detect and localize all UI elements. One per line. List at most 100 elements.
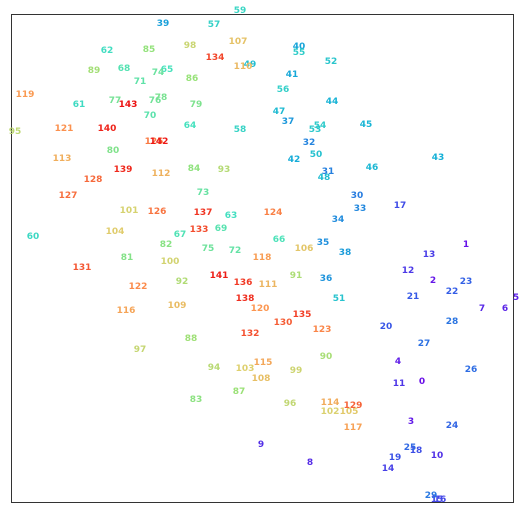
point-label: 51 (333, 294, 346, 304)
point-label: 86 (186, 74, 199, 84)
point-label: 103 (236, 364, 255, 374)
point-label: 67 (174, 230, 187, 240)
point-label: 88 (185, 334, 198, 344)
point-label: 50 (310, 150, 323, 160)
point-label: 17 (394, 201, 407, 211)
point-label: 53 (309, 125, 322, 135)
point-label: 29 (425, 491, 438, 501)
point-label: 30 (351, 191, 364, 201)
point-label: 133 (190, 225, 209, 235)
point-label: 82 (160, 240, 173, 250)
point-label: 7 (479, 304, 485, 314)
point-label: 84 (188, 164, 201, 174)
point-label: 111 (259, 280, 278, 290)
point-label: 104 (106, 227, 125, 237)
point-label: 140 (98, 124, 117, 134)
point-label: 99 (290, 366, 303, 376)
point-label: 60 (27, 232, 40, 242)
point-label: 14 (382, 464, 395, 474)
point-label: 122 (129, 282, 148, 292)
point-label: 95 (9, 127, 22, 137)
point-label: 107 (229, 37, 248, 47)
point-label: 83 (190, 395, 203, 405)
point-label: 66 (273, 235, 286, 245)
point-label: 22 (446, 287, 459, 297)
point-label: 137 (194, 208, 213, 218)
point-label: 28 (446, 317, 459, 327)
point-label: 68 (118, 64, 131, 74)
point-label: 94 (208, 363, 221, 373)
point-label: 13 (423, 250, 436, 260)
point-label: 125 (145, 137, 164, 147)
point-label: 38 (339, 248, 352, 258)
point-label: 89 (88, 66, 101, 76)
point-label: 116 (117, 306, 136, 316)
point-label: 58 (234, 125, 247, 135)
point-label: 96 (284, 399, 297, 409)
point-label: 98 (184, 41, 197, 51)
point-label: 24 (446, 421, 459, 431)
point-label: 81 (121, 253, 134, 263)
point-label: 93 (218, 165, 231, 175)
point-label: 18 (410, 446, 423, 456)
point-label: 115 (254, 358, 273, 368)
point-label: 1 (463, 240, 469, 250)
point-label: 132 (241, 329, 260, 339)
point-label: 100 (161, 257, 180, 267)
point-label: 131 (73, 263, 92, 273)
point-label: 39 (157, 19, 170, 29)
point-label: 54 (314, 121, 327, 131)
point-label: 35 (317, 238, 330, 248)
point-label: 127 (59, 191, 78, 201)
point-label: 10 (431, 451, 444, 461)
point-label: 23 (460, 277, 473, 287)
point-label: 105 (340, 407, 359, 417)
point-label: 25 (404, 443, 417, 453)
point-label: 48 (318, 173, 331, 183)
point-label: 134 (206, 53, 225, 63)
point-label: 112 (152, 169, 171, 179)
point-label: 40 (293, 42, 306, 52)
point-label: 85 (143, 45, 156, 55)
point-label: 73 (197, 188, 210, 198)
point-label: 43 (432, 153, 445, 163)
point-label: 108 (252, 374, 271, 384)
point-label: 65 (161, 65, 174, 75)
point-label: 72 (229, 246, 242, 256)
point-label: 141 (210, 271, 229, 281)
point-label: 77 (109, 96, 122, 106)
point-label: 123 (313, 325, 332, 335)
point-label: 37 (282, 117, 295, 127)
point-label: 113 (53, 154, 72, 164)
point-label: 9 (258, 440, 264, 450)
point-label: 80 (107, 146, 120, 156)
point-label: 34 (332, 215, 345, 225)
point-label: 8 (307, 458, 313, 468)
point-label: 36 (320, 274, 333, 284)
point-label: 118 (253, 253, 272, 263)
point-label: 143 (119, 100, 138, 110)
point-label: 45 (360, 120, 373, 130)
point-label: 4 (395, 357, 401, 367)
point-label: 114 (321, 398, 340, 408)
point-label: 41 (286, 70, 299, 80)
point-label: 91 (290, 271, 303, 281)
point-label: 52 (325, 57, 338, 67)
point-label: 121 (55, 124, 74, 134)
point-label: 27 (418, 339, 431, 349)
point-label: 47 (273, 107, 286, 117)
point-label: 124 (264, 208, 283, 218)
point-label: 75 (202, 244, 215, 254)
point-label: 42 (288, 155, 301, 165)
point-label: 120 (251, 304, 270, 314)
point-label: 3 (408, 417, 414, 427)
point-label: 0 (419, 377, 425, 387)
point-label: 12 (402, 266, 415, 276)
point-label: 56 (277, 85, 290, 95)
point-label: 70 (144, 111, 157, 121)
point-label: 142 (150, 137, 169, 147)
point-label: 101 (120, 206, 139, 216)
point-label: 106 (295, 244, 314, 254)
